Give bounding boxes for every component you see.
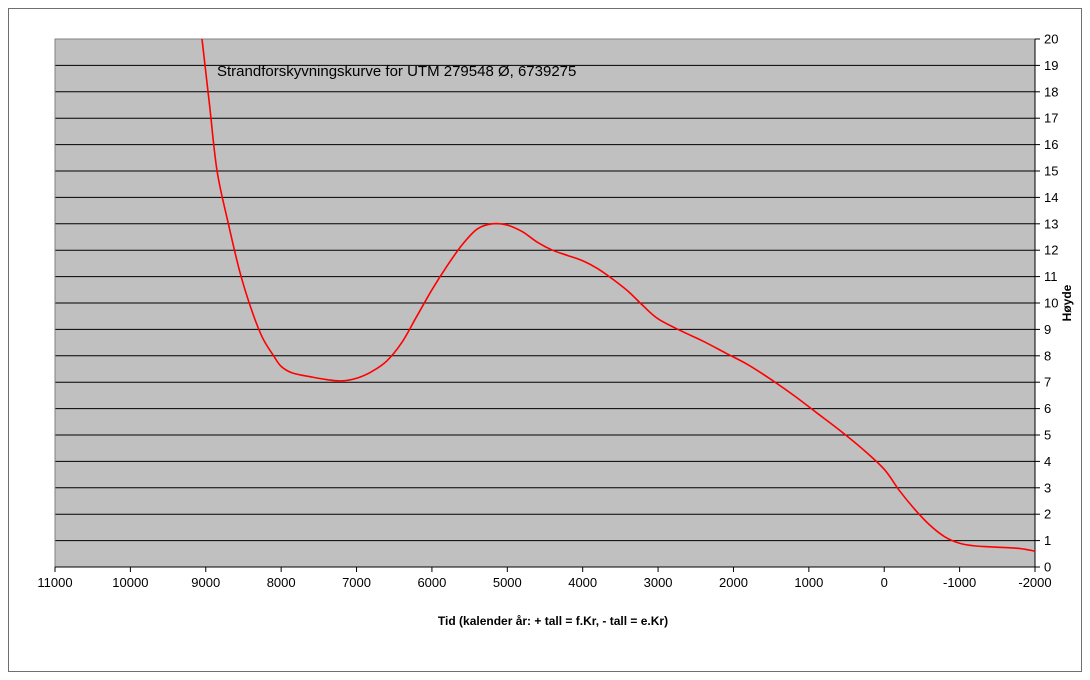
y-tick-label: 16: [1044, 137, 1058, 152]
y-tick-label: 12: [1044, 243, 1058, 258]
x-tick-label: 3000: [644, 575, 673, 590]
x-tick-label: -1000: [943, 575, 976, 590]
y-tick-label: 10: [1044, 296, 1058, 311]
y-tick-label: 3: [1044, 480, 1051, 495]
y-axis-title: Høyde: [1060, 284, 1074, 321]
y-tick-label: 20: [1044, 32, 1058, 47]
x-tick-label: 8000: [267, 575, 296, 590]
y-tick-label: 2: [1044, 507, 1051, 522]
x-tick-label: 10000: [112, 575, 148, 590]
y-tick-label: 0: [1044, 560, 1051, 575]
y-tick-label: 11: [1044, 269, 1058, 284]
x-tick-label: 11000: [37, 575, 72, 590]
horizontal-gridlines: [55, 64, 1035, 542]
series-group: [201, 38, 1036, 552]
x-tick-label: 1000: [794, 575, 823, 590]
chart-frame: 11000 10000 9000 8000 7000 6000 5000 4000 3000 20…: [8, 8, 1082, 672]
y-tick-label: 1: [1044, 533, 1051, 548]
x-axis-ticks: 11000 10000 9000 8000 7000 6000 5000 4000 3000 20…: [37, 567, 1052, 590]
x-tick-label: 0: [881, 575, 888, 590]
chart-title: Strandforskyvningskurve for UTM 279548 Ø…: [217, 63, 576, 80]
y-tick-label: 6: [1044, 401, 1051, 416]
x-axis-title: Tid (kalender år: + tall = f.Kr, - tall …: [438, 614, 668, 628]
x-tick-label: 2000: [719, 575, 748, 590]
y-tick-label: 15: [1044, 164, 1058, 179]
x-tick-label: 4000: [568, 575, 597, 590]
y-tick-label: 8: [1044, 348, 1051, 363]
y-tick-label: 4: [1044, 454, 1051, 469]
y-tick-label: 7: [1044, 375, 1051, 390]
y-tick-label: 5: [1044, 428, 1051, 443]
y-tick-label: 18: [1044, 84, 1058, 99]
y-tick-label: 13: [1044, 216, 1058, 231]
x-tick-label: 5000: [493, 575, 522, 590]
x-tick-label: 6000: [417, 575, 446, 590]
shoreline-displacement-chart: 11000 10000 9000 8000 7000 6000 5000 4000 3000 20…: [37, 32, 1074, 629]
y-tick-label: 19: [1044, 58, 1058, 73]
y-tick-label: 14: [1044, 190, 1058, 205]
x-tick-label: 7000: [342, 575, 371, 590]
y-tick-label: 17: [1044, 111, 1058, 126]
x-tick-label: -2000: [1018, 575, 1051, 590]
y-tick-label: 9: [1044, 322, 1051, 337]
series-line: [201, 38, 1036, 552]
x-tick-label: 9000: [191, 575, 220, 590]
